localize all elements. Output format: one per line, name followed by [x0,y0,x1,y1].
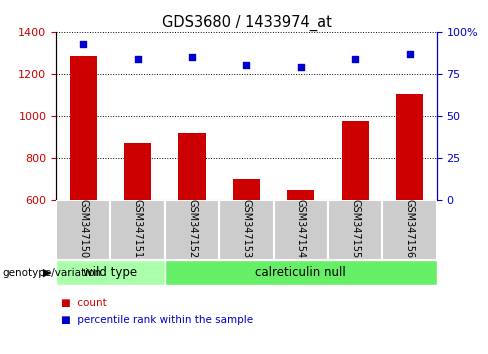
Text: ▶: ▶ [43,268,51,278]
Text: GSM347150: GSM347150 [78,199,88,258]
Text: ■  percentile rank within the sample: ■ percentile rank within the sample [61,315,253,325]
Bar [110,200,165,260]
Text: calreticulin null: calreticulin null [255,266,346,279]
Text: GSM347152: GSM347152 [187,199,197,258]
Text: wild type: wild type [83,266,138,279]
Bar [383,200,437,260]
Text: genotype/variation: genotype/variation [2,268,102,278]
Text: GSM347155: GSM347155 [350,199,360,258]
Title: GDS3680 / 1433974_at: GDS3680 / 1433974_at [162,14,331,30]
Bar [396,94,423,326]
Bar [165,260,437,285]
Text: GSM347156: GSM347156 [405,199,415,258]
Point [80,41,87,46]
Bar [124,143,151,326]
Bar [328,200,383,260]
Bar [70,56,97,326]
Bar [233,179,260,326]
Point [188,54,196,60]
Point [406,51,413,57]
Bar [56,260,165,285]
Point [297,64,305,70]
Bar [342,121,369,326]
Point [243,63,250,68]
Point [134,56,142,62]
Text: GSM347154: GSM347154 [296,199,306,258]
Bar [165,200,219,260]
Point [351,56,359,62]
Text: ■  count: ■ count [61,298,107,308]
Text: GSM347151: GSM347151 [133,199,142,258]
Bar [56,200,110,260]
Bar [219,200,274,260]
Bar [274,200,328,260]
Bar [287,190,314,326]
Text: GSM347153: GSM347153 [242,199,251,258]
Bar [179,133,205,326]
